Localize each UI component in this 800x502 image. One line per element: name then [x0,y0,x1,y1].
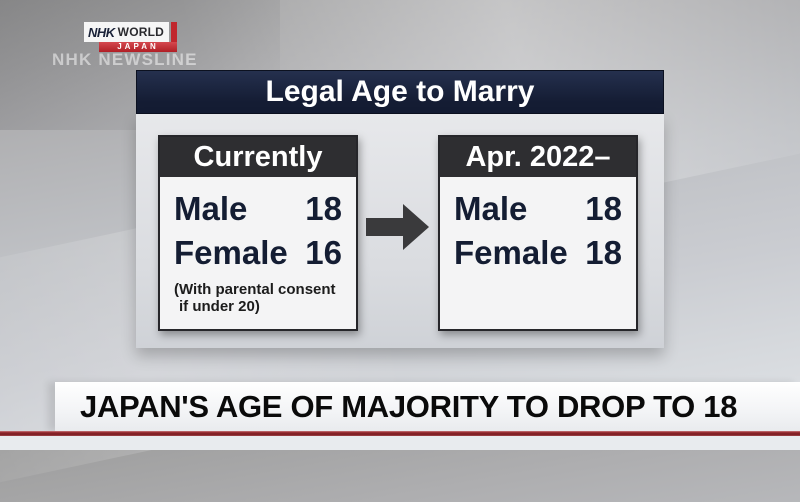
after-row-male: Male 18 [454,187,622,231]
logo-japan-bar: JAPAN [99,42,177,52]
before-female-value: 16 [305,233,342,271]
ticker-red-line [0,431,800,436]
arrow-shaft [366,218,404,236]
after-male-label: Male [454,190,528,227]
before-row-female: Female 16 [174,231,342,275]
after-female-value: 18 [585,233,622,271]
infographic-title-bar: Legal Age to Marry [136,70,664,114]
before-row-male: Male 18 [174,187,342,231]
note-line-2: if under 20) [179,298,260,316]
lower-third-headline-bar: JAPAN'S AGE OF MAJORITY TO DROP TO 18 [55,382,800,431]
after-box: Apr. 2022– Male 18 Female 18 [438,135,638,331]
after-box-header: Apr. 2022– [440,137,636,177]
before-box-rows: Male 18 Female 16 (With parental consent… [160,177,356,316]
before-box: Currently Male 18 Female 16 (With parent… [158,135,358,331]
logo-wordmark: NHK WORLD [84,22,169,42]
parental-consent-note: (With parental consent if under 20) [174,281,342,316]
after-female-label: Female [454,233,568,271]
program-title: NHK NEWSLINE [52,50,198,69]
after-male-value: 18 [585,190,622,227]
before-male-label: Male [174,190,248,227]
bottom-strip [0,436,800,450]
infographic-panel: Currently Male 18 Female 16 (With parent… [136,114,664,348]
before-male-value: 18 [305,190,342,227]
after-row-female: Female 18 [454,231,622,275]
note-line-1: (With parental consent [174,281,336,299]
right-arrow-icon [366,204,430,250]
logo-nhk-text: NHK [88,24,115,40]
logo-world-text: WORLD [117,25,164,39]
infographic-title: Legal Age to Marry [265,75,535,108]
before-box-header: Currently [160,137,356,177]
logo-red-tab [171,22,177,42]
nhk-world-japan-logo: NHK WORLD JAPAN [84,22,184,52]
before-female-label: Female [174,233,288,271]
arrow-head [403,204,429,250]
after-box-rows: Male 18 Female 18 [440,177,636,274]
headline-text: JAPAN'S AGE OF MAJORITY TO DROP TO 18 [80,388,738,424]
